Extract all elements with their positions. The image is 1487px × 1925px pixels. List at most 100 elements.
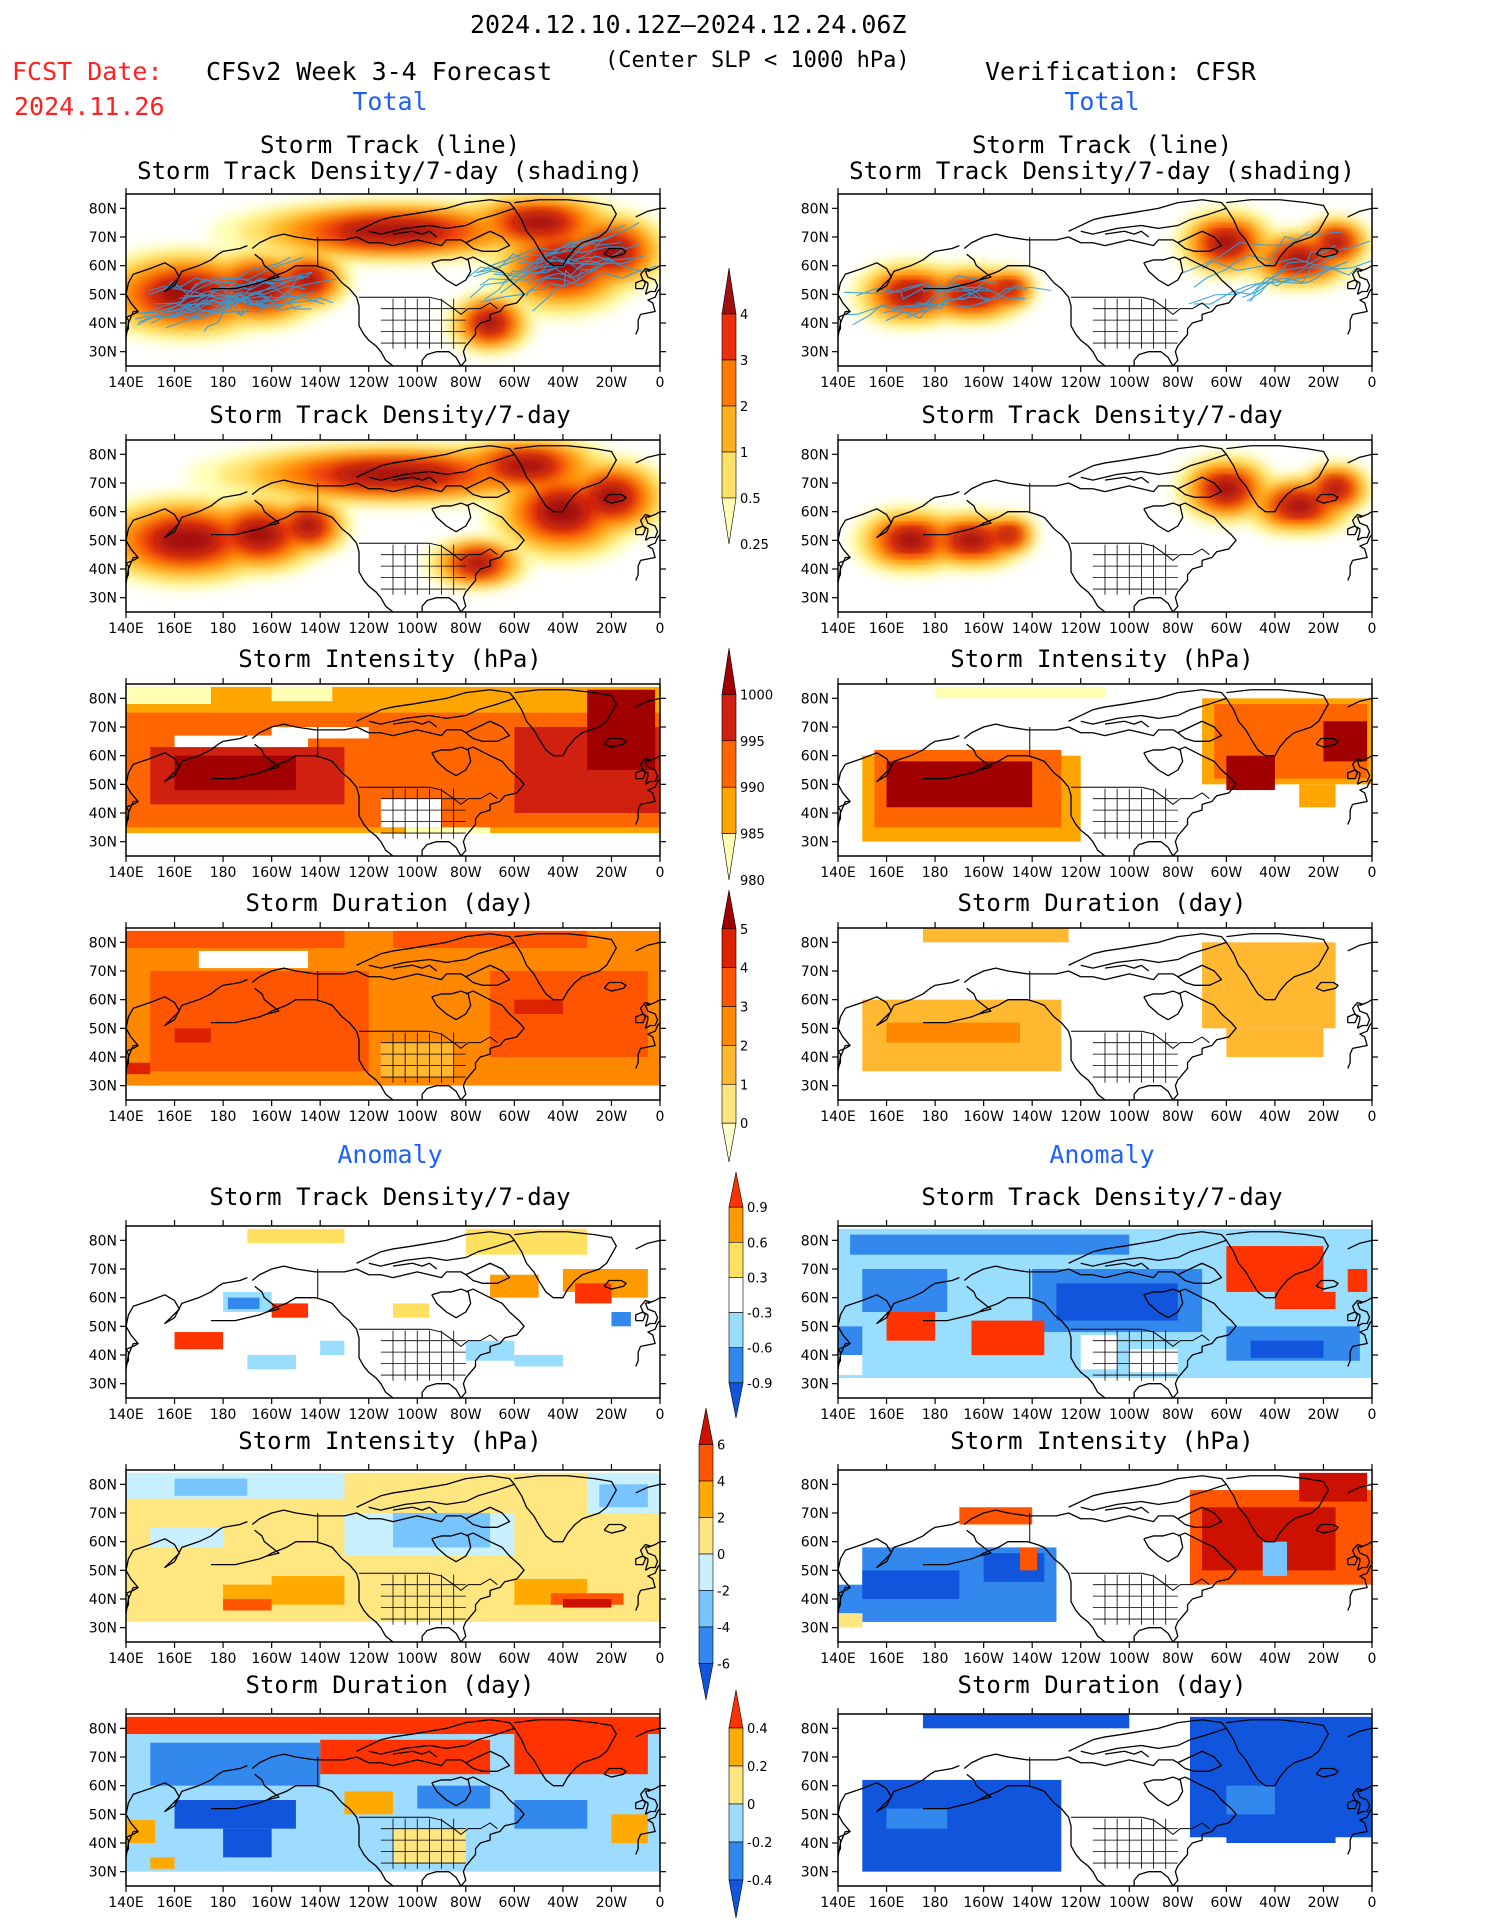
lat-label: 60N	[89, 749, 117, 765]
colorbar-swatch	[721, 359, 737, 407]
lon-label: 120W	[1060, 375, 1101, 391]
lat-label: 50N	[801, 287, 829, 303]
lat-label: 80N	[89, 1477, 117, 1493]
lon-label: 140E	[108, 1895, 144, 1911]
lat-label: 50N	[89, 1807, 117, 1823]
lon-label: 20W	[1308, 865, 1340, 881]
lat-label: 60N	[89, 1535, 117, 1551]
lat-label: 40N	[801, 1348, 829, 1364]
lon-label: 0	[656, 865, 665, 881]
lon-label: 20W	[1308, 375, 1340, 391]
lon-label: 180	[922, 865, 949, 881]
colorbar-swatch	[728, 1171, 744, 1208]
lat-label: 30N	[89, 835, 117, 851]
lon-label: 140W	[300, 621, 341, 637]
lat-label: 30N	[801, 835, 829, 851]
lon-label: 180	[922, 375, 949, 391]
colorbar-label: 995	[740, 735, 765, 750]
lon-label: 60W	[1211, 1651, 1243, 1667]
lon-label: 80W	[1162, 1407, 1194, 1423]
lon-label: 100W	[397, 1109, 438, 1125]
lon-label: 140E	[108, 375, 144, 391]
title-density-right: Storm Track Density/7-day	[921, 401, 1283, 429]
lon-label: 140W	[300, 865, 341, 881]
colorbar-swatch	[698, 1517, 714, 1555]
lon-label: 80W	[450, 865, 482, 881]
lat-label: 50N	[801, 1563, 829, 1579]
lat-label: 70N	[801, 720, 829, 736]
lon-label: 140W	[1012, 1651, 1053, 1667]
lon-label: 80W	[1162, 865, 1194, 881]
map-duration-forecast: 80N 70N 60N 50N 40N 30N 140E 160E 180 160W 140W 120…	[89, 922, 666, 1125]
lon-label: 160W	[251, 375, 292, 391]
lat-label: 80N	[801, 1477, 829, 1493]
lon-label: 160W	[963, 375, 1004, 391]
lon-label: 60W	[1211, 1407, 1243, 1423]
colorbar-swatch	[728, 1241, 744, 1278]
lat-label: 40N	[89, 562, 117, 578]
lon-label: 120W	[348, 1407, 389, 1423]
lon-label: 120W	[348, 1895, 389, 1911]
colorbar-swatch	[721, 928, 737, 969]
title-density-anom-left: Storm Track Density/7-day	[209, 1183, 571, 1211]
lon-label: 40W	[547, 1895, 579, 1911]
lat-label: 80N	[89, 201, 117, 217]
lon-label: 100W	[1109, 865, 1150, 881]
lon-label: 40W	[1259, 1895, 1291, 1911]
title-track-shading-left: Storm Track Density/7-day (shading)	[137, 157, 643, 185]
lon-label: 0	[1368, 1109, 1377, 1125]
lon-label: 140W	[300, 1407, 341, 1423]
lon-label: 180	[210, 621, 237, 637]
lon-label: 140W	[300, 375, 341, 391]
lat-label: 60N	[801, 1291, 829, 1307]
lon-label: 0	[656, 1651, 665, 1667]
colorbar-label: 5	[740, 923, 748, 938]
lon-label: 40W	[1259, 621, 1291, 637]
lon-label: 160E	[869, 1109, 905, 1125]
lon-label: 0	[1368, 1407, 1377, 1423]
title-density-anom-right: Storm Track Density/7-day	[921, 1183, 1283, 1211]
lat-label: 30N	[89, 345, 117, 361]
lon-label: 60W	[499, 621, 531, 637]
lon-label: 100W	[397, 375, 438, 391]
title-intensity-left: Storm Intensity (hPa)	[238, 645, 542, 673]
lon-label: 120W	[348, 621, 389, 637]
lat-label: 60N	[89, 505, 117, 521]
lon-label: 160W	[963, 1895, 1004, 1911]
section-total-left: Total	[352, 87, 428, 116]
colorbar-label: -4	[717, 1621, 730, 1636]
lon-label: 0	[656, 375, 665, 391]
title-duration-anom-left: Storm Duration (day)	[245, 1671, 535, 1699]
lon-label: 160W	[963, 1407, 1004, 1423]
lon-label: 20W	[596, 865, 628, 881]
title-duration-anom-right: Storm Duration (day)	[957, 1671, 1247, 1699]
colorbar-swatch	[728, 1727, 744, 1767]
lon-label: 160E	[157, 1109, 193, 1125]
lat-label: 70N	[89, 1506, 117, 1522]
lon-label: 160E	[157, 621, 193, 637]
lat-label: 50N	[801, 1807, 829, 1823]
lon-label: 80W	[450, 1651, 482, 1667]
lat-label: 80N	[801, 201, 829, 217]
lon-label: 40W	[547, 621, 579, 637]
lon-label: 160E	[157, 1895, 193, 1911]
lon-label: 20W	[596, 375, 628, 391]
lon-label: 100W	[1109, 1109, 1150, 1125]
title-track-shading-right: Storm Track Density/7-day (shading)	[849, 157, 1355, 185]
colorbar-swatch	[721, 694, 737, 742]
map-density-verification: 80N 70N 60N 50N 40N 30N 140E 160E 180 160W 140W 120…	[801, 434, 1378, 637]
colorbar-label: -0.2	[747, 1836, 772, 1851]
lat-label: 40N	[801, 1836, 829, 1852]
lon-label: 0	[656, 1407, 665, 1423]
lon-label: 100W	[397, 865, 438, 881]
colorbar-swatch	[721, 967, 737, 1007]
colorbar-swatch	[728, 1765, 744, 1805]
lon-label: 20W	[596, 1895, 628, 1911]
lat-label: 50N	[801, 1319, 829, 1335]
colorbar-swatch	[728, 1689, 744, 1729]
lon-label: 140W	[300, 1895, 341, 1911]
lon-label: 160E	[869, 375, 905, 391]
lat-label: 70N	[801, 476, 829, 492]
colorbar-swatch	[721, 786, 737, 834]
lon-label: 120W	[1060, 1109, 1101, 1125]
